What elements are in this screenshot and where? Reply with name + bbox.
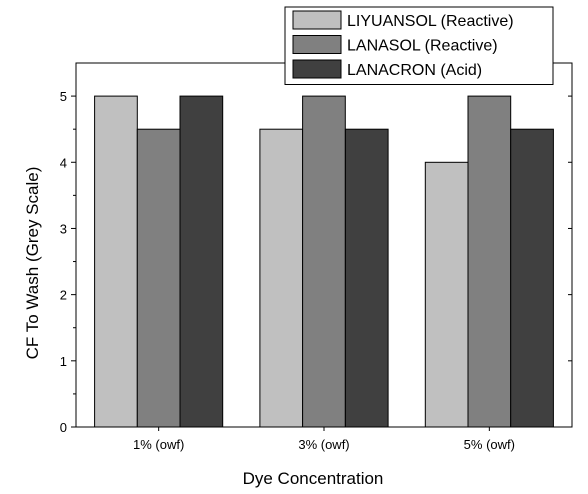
y-tick-label-3: 3 [60,221,67,236]
y-tick-label-0: 0 [60,420,67,435]
axes-group: 0 1 2 3 4 5 1% (owf) 3% (owf) 5% (owf) [60,62,573,452]
x-axis-title: Dye Concentration [243,469,384,488]
legend: LIYUANSOL (Reactive) LANASOL (Reactive) LA… [284,6,554,85]
bar-1-1 [94,95,138,428]
x-tick-label-3: 5% (owf) [464,437,515,452]
bar-2-2 [302,95,346,428]
bar-3-2 [344,128,389,428]
y-tick-label-4: 4 [60,155,67,170]
y-axis-title: CF To Wash (Grey Scale) [23,167,42,360]
legend-label-1: LIYUANSOL (Reactive) [347,13,514,30]
bar-2-1 [136,128,181,428]
y-tick-label-1: 1 [60,354,67,369]
bar-3-3 [510,128,554,428]
bar-1-2 [259,128,304,428]
legend-label-2: LANASOL (Reactive) [347,38,498,55]
y-tick-label-5: 5 [60,89,67,104]
legend-label-3: LANACRON (Acid) [347,62,482,79]
bars-group [94,95,554,428]
y-tick-label-2: 2 [60,288,67,303]
bar-1-3 [424,161,469,428]
bar-3-1 [179,95,224,428]
legend-swatch-2 [292,35,342,54]
x-tick-label-2: 3% (owf) [298,437,349,452]
bar-2-3 [467,95,512,428]
legend-swatch-1 [292,10,342,30]
legend-swatch-3 [292,59,342,79]
x-tick-label-1: 1% (owf) [133,437,184,452]
